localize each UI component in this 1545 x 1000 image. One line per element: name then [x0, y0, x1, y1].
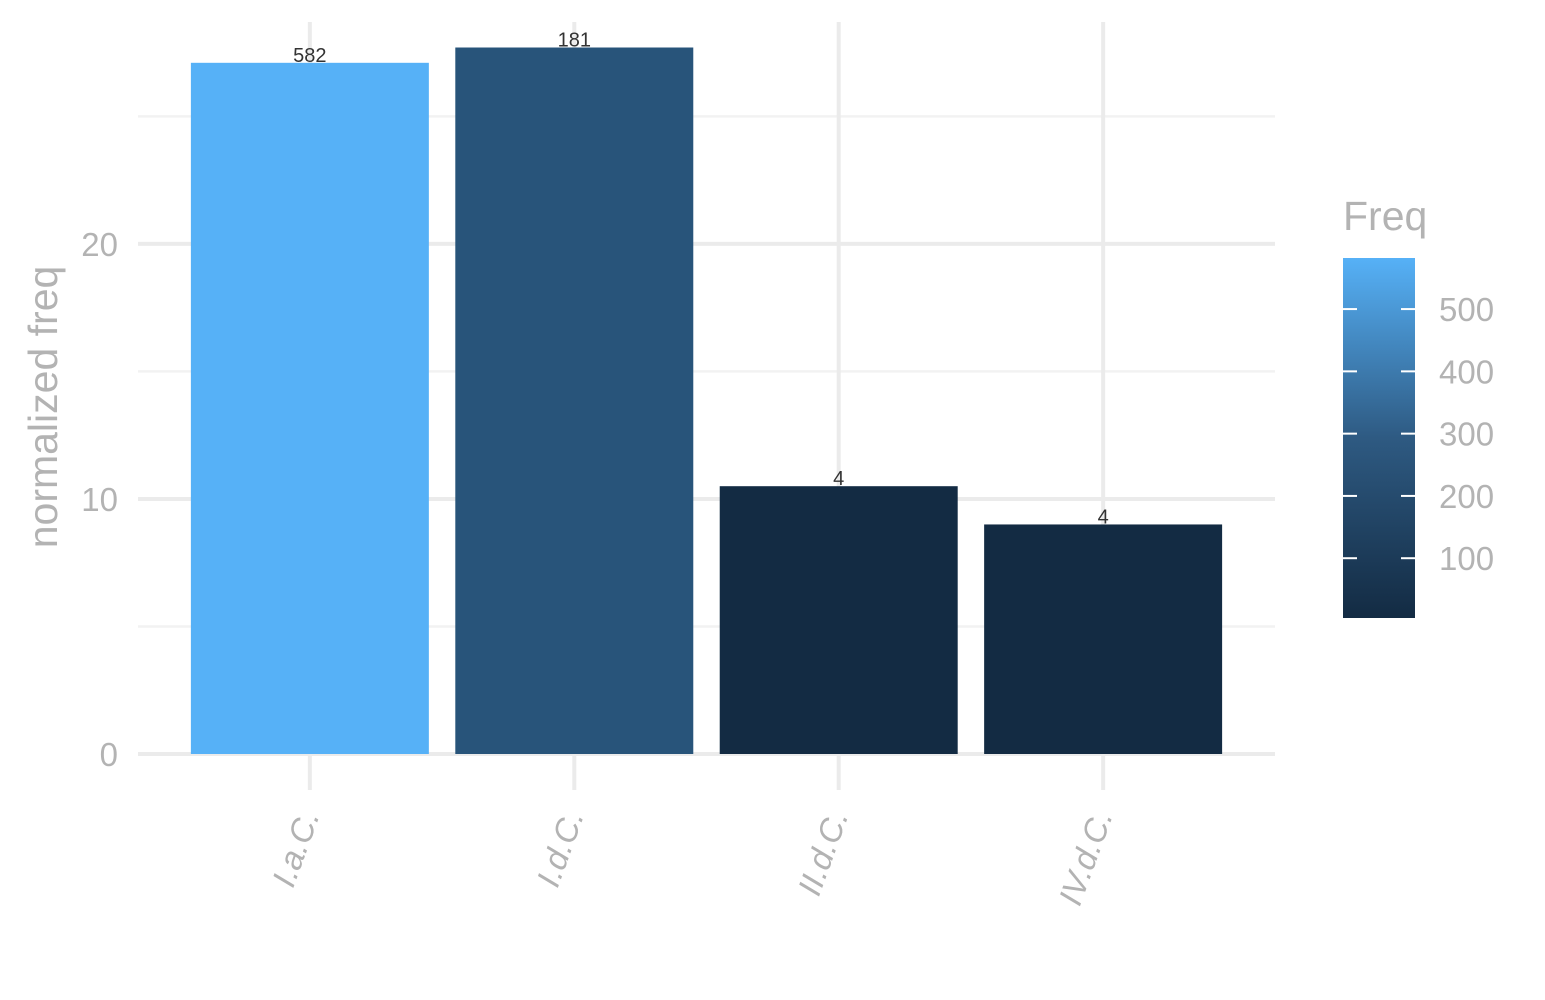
- data-labels: 582 181 4 4: [293, 30, 1109, 529]
- legend-title: Freq: [1343, 193, 1427, 239]
- legend-tick-label: 400: [1439, 353, 1494, 390]
- data-label: 582: [293, 45, 326, 67]
- y-tick-label: 20: [81, 226, 118, 263]
- legend: Freq 100 200 300 400 500: [1343, 193, 1494, 618]
- x-tick-label: II.d.C.: [790, 805, 855, 900]
- x-tick-label: I.d.C.: [529, 805, 591, 892]
- legend-tick-label: 200: [1439, 478, 1494, 515]
- y-tick-label: 10: [81, 481, 118, 518]
- data-label: 4: [833, 468, 844, 490]
- bar: [190, 62, 429, 755]
- data-label: 4: [1098, 506, 1109, 528]
- y-axis-ticks: 0 10 20: [81, 226, 118, 773]
- bar: [719, 486, 958, 754]
- x-axis-ticks: I.a.C. I.d.C. II.d.C. IV.d.C.: [265, 805, 1120, 910]
- legend-colorbar: [1343, 258, 1415, 618]
- bar: [455, 47, 694, 754]
- legend-tick-label: 300: [1439, 416, 1494, 453]
- bar: [984, 524, 1223, 754]
- x-tick-label: I.a.C.: [265, 805, 327, 892]
- data-label: 181: [558, 30, 591, 52]
- bars: [190, 47, 1223, 755]
- y-tick-label: 0: [100, 736, 118, 773]
- x-tick-label: IV.d.C.: [1051, 805, 1119, 910]
- legend-tick-label: 100: [1439, 540, 1494, 577]
- y-axis-title: normalized freq: [20, 266, 66, 549]
- legend-tick-label: 500: [1439, 291, 1494, 328]
- legend-ticks: 100 200 300 400 500: [1343, 291, 1494, 577]
